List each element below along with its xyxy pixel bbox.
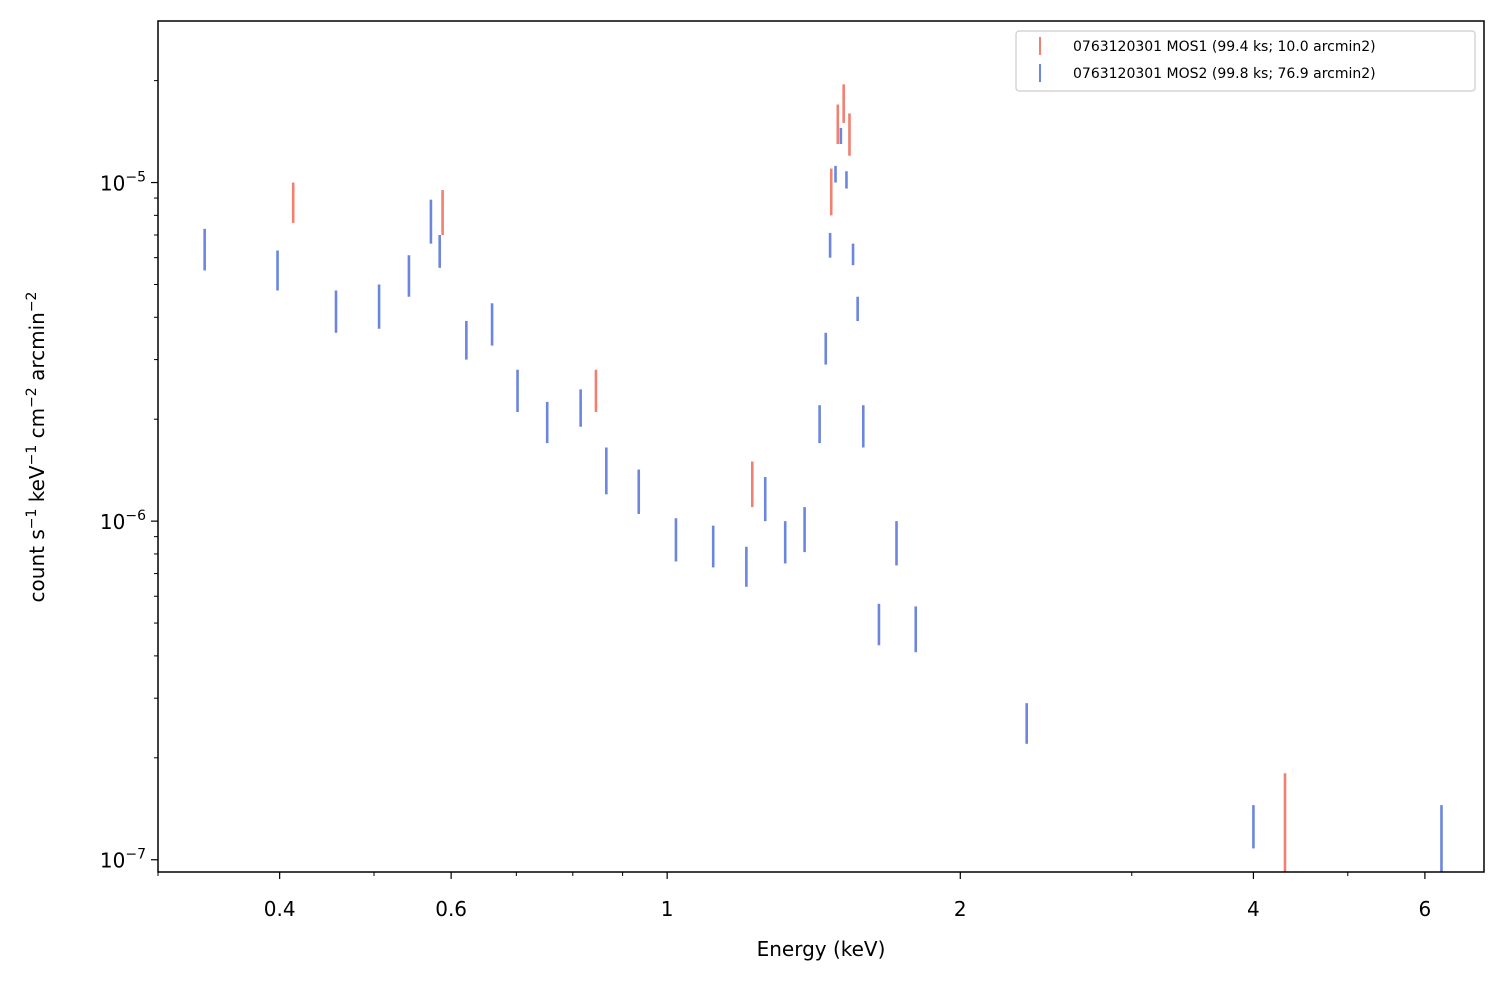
x-tick-label: 6 (1419, 897, 1432, 921)
series-mos1 (291, 84, 1287, 872)
x-tick-label: 4 (1247, 897, 1260, 921)
y-tick-label: 10−6 (100, 508, 146, 534)
legend-label-mos1: 0763120301 MOS1 (99.4 ks; 10.0 arcmin2) (1073, 39, 1376, 55)
data-layer (203, 84, 1443, 872)
legend: 0763120301 MOS1 (99.4 ks; 10.0 arcmin2) … (1015, 30, 1476, 92)
x-axis-label: Energy (keV) (757, 937, 886, 961)
x-tick-label: 0.6 (435, 897, 467, 921)
plot-frame (157, 20, 1485, 873)
y-axis-label: count s−1 keV−1 cm−2 arcmin−2 (24, 292, 49, 603)
series-mos2 (203, 127, 1443, 872)
tick-layer: 0.4 0.6 1 2 4 6 10−7 10−6 10−5 (100, 80, 1432, 921)
legend-frame (1015, 30, 1476, 92)
y-tick-label: 10−5 (100, 170, 146, 196)
y-tick-label: 10−7 (100, 847, 146, 873)
x-tick-label: 0.4 (264, 897, 296, 921)
x-tick-label: 1 (661, 897, 674, 921)
x-tick-label: 2 (954, 897, 967, 921)
legend-label-mos2: 0763120301 MOS2 (99.8 ks; 76.9 arcmin2) (1073, 66, 1376, 82)
